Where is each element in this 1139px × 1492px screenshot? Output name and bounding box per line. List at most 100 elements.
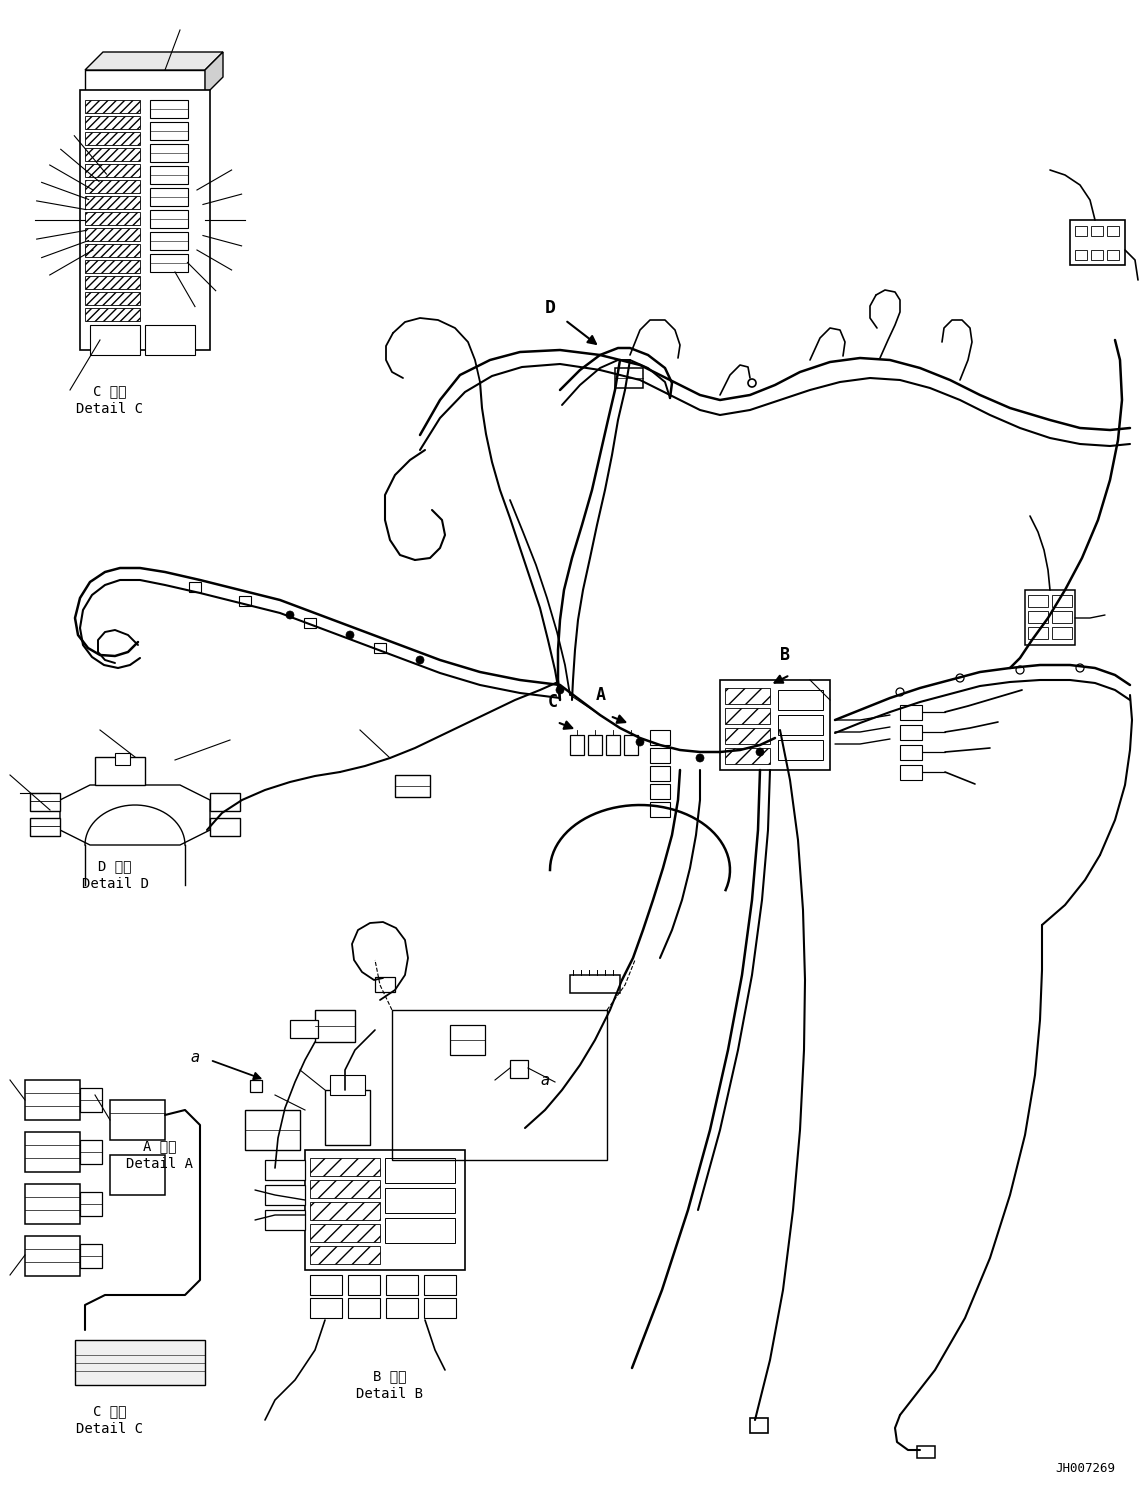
Bar bbox=[1029, 627, 1048, 639]
Bar bbox=[85, 228, 140, 242]
Bar bbox=[900, 765, 921, 780]
Polygon shape bbox=[85, 52, 223, 70]
Bar bbox=[310, 1158, 380, 1176]
Bar bbox=[90, 325, 140, 355]
Bar bbox=[80, 1244, 103, 1268]
Bar bbox=[650, 783, 670, 800]
Text: D 詳細: D 詳細 bbox=[98, 859, 132, 873]
Bar bbox=[1052, 612, 1072, 624]
Bar bbox=[110, 1155, 165, 1195]
Bar bbox=[80, 1088, 103, 1112]
Bar bbox=[265, 1210, 305, 1229]
Circle shape bbox=[896, 688, 904, 695]
Bar bbox=[900, 725, 921, 740]
Text: Detail D: Detail D bbox=[82, 877, 148, 891]
Bar bbox=[588, 736, 603, 755]
Bar bbox=[85, 292, 140, 304]
Bar bbox=[85, 181, 140, 192]
Bar bbox=[726, 728, 770, 745]
Bar bbox=[1029, 612, 1048, 624]
Bar bbox=[25, 1235, 80, 1276]
Bar bbox=[650, 730, 670, 745]
Bar bbox=[1075, 225, 1087, 236]
Circle shape bbox=[756, 747, 764, 756]
Text: C: C bbox=[548, 692, 558, 712]
Bar bbox=[150, 188, 188, 206]
Circle shape bbox=[696, 753, 704, 762]
Bar bbox=[304, 618, 316, 628]
Bar bbox=[386, 1276, 418, 1295]
Bar bbox=[325, 1091, 370, 1144]
Bar bbox=[1107, 225, 1118, 236]
Bar bbox=[1025, 589, 1075, 645]
Bar bbox=[150, 122, 188, 140]
Bar bbox=[290, 1021, 318, 1038]
Bar bbox=[150, 100, 188, 118]
Bar bbox=[85, 100, 140, 113]
Bar bbox=[1052, 595, 1072, 607]
Bar bbox=[1091, 225, 1103, 236]
Bar bbox=[349, 1298, 380, 1317]
Bar bbox=[245, 1110, 300, 1150]
Bar bbox=[726, 709, 770, 724]
Bar bbox=[75, 1340, 205, 1385]
Bar bbox=[80, 1192, 103, 1216]
Bar bbox=[424, 1276, 456, 1295]
Bar bbox=[310, 1203, 380, 1220]
Bar bbox=[85, 276, 140, 289]
Circle shape bbox=[1076, 664, 1084, 671]
Bar bbox=[310, 1246, 380, 1264]
Bar bbox=[150, 254, 188, 272]
Bar bbox=[85, 245, 140, 257]
Bar bbox=[510, 1059, 528, 1079]
Bar bbox=[385, 1217, 454, 1243]
Bar bbox=[310, 1298, 342, 1317]
Circle shape bbox=[956, 674, 964, 682]
Text: JH007269: JH007269 bbox=[1055, 1462, 1115, 1476]
Text: Detail C: Detail C bbox=[76, 401, 144, 416]
Bar bbox=[1052, 627, 1072, 639]
Text: C 詳細: C 詳細 bbox=[93, 383, 126, 398]
Bar bbox=[85, 195, 140, 209]
Bar bbox=[1070, 219, 1125, 266]
Bar bbox=[778, 715, 823, 736]
Bar bbox=[25, 1080, 80, 1120]
Bar bbox=[265, 1159, 305, 1180]
Bar bbox=[650, 803, 670, 818]
Bar bbox=[385, 1158, 454, 1183]
Bar bbox=[25, 1132, 80, 1173]
Circle shape bbox=[346, 631, 354, 639]
Bar bbox=[615, 369, 644, 388]
Bar bbox=[778, 740, 823, 759]
Bar bbox=[310, 1180, 380, 1198]
Text: B 詳細: B 詳細 bbox=[374, 1370, 407, 1383]
Bar bbox=[606, 736, 620, 755]
Bar bbox=[80, 90, 210, 351]
Bar bbox=[150, 145, 188, 163]
Text: Detail A: Detail A bbox=[126, 1156, 194, 1171]
Bar bbox=[900, 706, 921, 721]
Bar bbox=[85, 260, 140, 273]
Text: C 詳細: C 詳細 bbox=[93, 1404, 126, 1417]
Bar bbox=[30, 794, 60, 812]
Bar bbox=[374, 643, 386, 653]
Bar bbox=[25, 1185, 80, 1223]
Bar bbox=[150, 166, 188, 184]
Bar bbox=[189, 582, 200, 592]
Bar bbox=[249, 1080, 262, 1092]
Bar bbox=[624, 736, 638, 755]
Bar bbox=[150, 231, 188, 251]
Bar bbox=[85, 212, 140, 225]
Bar bbox=[395, 774, 431, 797]
Bar bbox=[95, 756, 145, 785]
Text: A: A bbox=[596, 686, 606, 704]
Bar bbox=[749, 1417, 768, 1432]
Bar bbox=[310, 1276, 342, 1295]
Bar bbox=[85, 307, 140, 321]
Bar bbox=[900, 745, 921, 759]
Bar bbox=[650, 765, 670, 780]
Bar bbox=[85, 116, 140, 128]
Bar bbox=[1091, 251, 1103, 260]
Bar bbox=[778, 689, 823, 710]
Circle shape bbox=[748, 379, 756, 386]
